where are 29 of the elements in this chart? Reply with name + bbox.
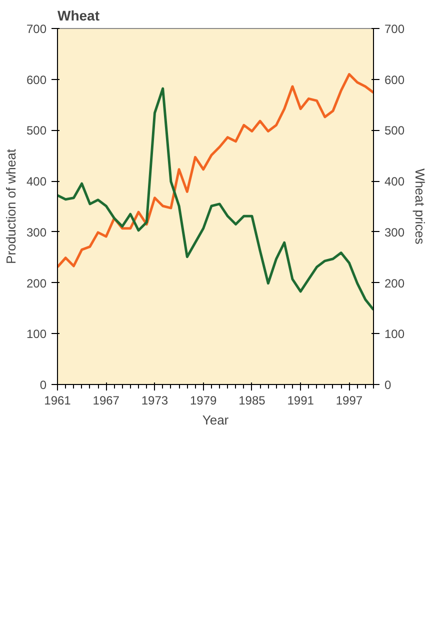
y2-tick-label: 600 (384, 72, 405, 87)
y2-tick-label: 300 (384, 225, 405, 240)
y2-tick-label: 0 (384, 378, 392, 392)
y2-tick-label: 500 (384, 124, 405, 138)
x-tick-label: 1973 (141, 394, 168, 408)
x-tick-label: 1967 (92, 394, 120, 408)
y2-tick-label: 100 (384, 327, 405, 342)
x-tick-label: 1979 (190, 394, 218, 408)
y-axis-title: Production of wheat (3, 148, 18, 264)
x-axis-title: Year (202, 412, 230, 428)
y2-axis-title: Wheat prices (412, 168, 428, 245)
y-tick-label: 300 (26, 225, 47, 240)
y-tick-label: 400 (26, 174, 47, 189)
y-tick-label: 100 (26, 327, 47, 342)
line-series (58, 87, 374, 311)
x-tick-label: 1997 (336, 394, 363, 408)
y-tick-label: 700 (26, 22, 47, 36)
chart-title: Wheat (58, 8, 100, 24)
y2-tick-label: 400 (384, 174, 405, 189)
y2-tick-label: 200 (384, 276, 405, 290)
y-tick-label: 600 (26, 72, 47, 87)
x-tick-label: 1991 (287, 394, 314, 408)
line-series (58, 73, 374, 268)
y-tick-label: 500 (26, 124, 47, 138)
x-tick-label: 1985 (238, 394, 266, 408)
y-tick-label: 200 (26, 276, 47, 290)
y-tick-label: 0 (40, 378, 47, 392)
y2-tick-label: 700 (384, 22, 405, 36)
x-tick-label: 1961 (44, 394, 72, 408)
